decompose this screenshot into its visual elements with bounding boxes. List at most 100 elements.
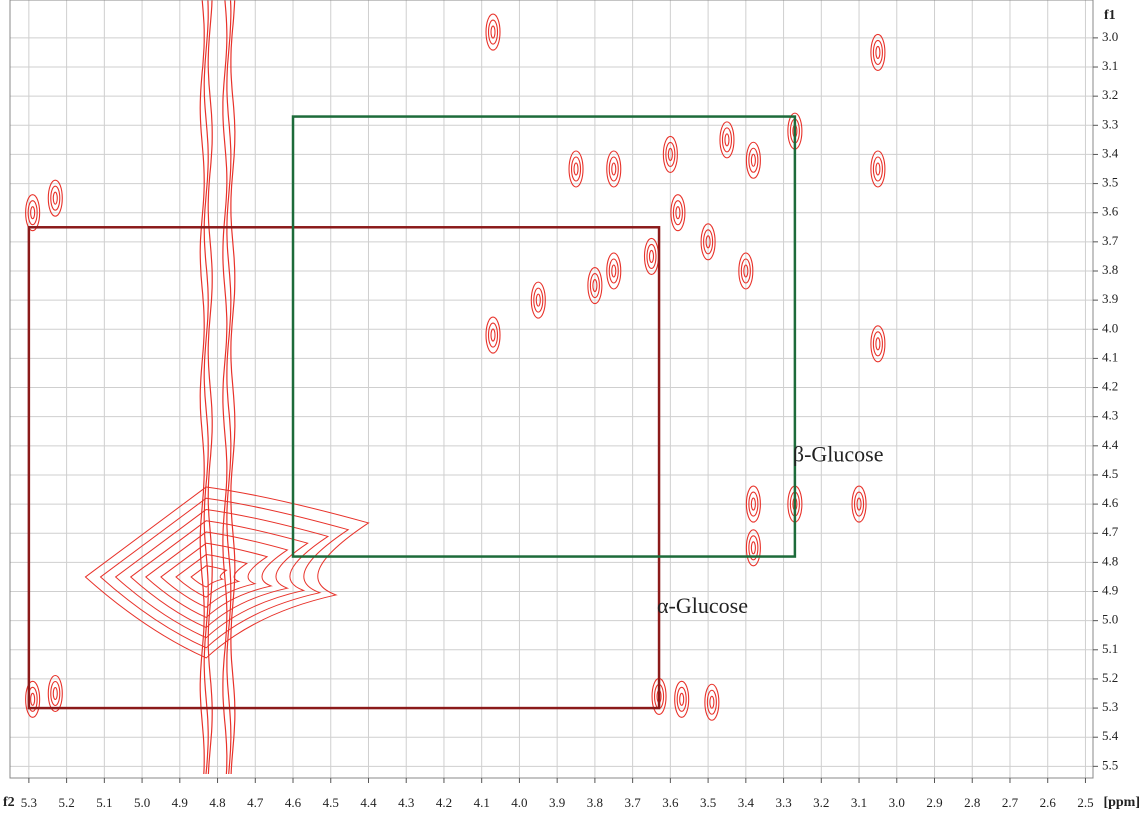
- peak-contour: [745, 141, 761, 179]
- x-tick-label: 3.7: [625, 795, 642, 810]
- x-tick-label: 4.0: [511, 795, 527, 810]
- x-tick-label: 3.6: [662, 795, 679, 810]
- peak-contour: [606, 150, 622, 188]
- region-box: [291, 115, 797, 558]
- peak-contour: [592, 279, 598, 293]
- peak-contour: [743, 264, 749, 278]
- peak-contour: [587, 267, 603, 305]
- y-tick-label: 5.5: [1102, 757, 1118, 772]
- peak-contour: [485, 13, 501, 51]
- peak-contour: [487, 322, 499, 348]
- x-tick-label: 4.3: [398, 795, 414, 810]
- x-tick-label: 3.1: [851, 795, 867, 810]
- x-tick-label: 4.2: [436, 795, 452, 810]
- y-tick-label: 3.8: [1102, 262, 1118, 277]
- peak-contour: [608, 258, 619, 284]
- x-tick-label: 3.3: [775, 795, 791, 810]
- peak-contour: [745, 529, 761, 567]
- x-tick-label: 3.9: [549, 795, 565, 810]
- y-tick-label: 5.4: [1102, 728, 1119, 743]
- region-label: α-Glucose: [657, 593, 748, 618]
- x-tick-label: 4.4: [360, 795, 377, 810]
- x-tick-label: 5.2: [58, 795, 74, 810]
- peak-contour: [872, 156, 883, 182]
- peak-contour: [47, 674, 63, 713]
- peak-contour: [719, 121, 735, 159]
- peak-contour: [573, 162, 579, 176]
- solvent-streak: [203, 0, 209, 775]
- peak-contour: [530, 281, 546, 319]
- x-tick-label: 2.5: [1077, 795, 1093, 810]
- peak-contour: [568, 150, 584, 188]
- peak-contour: [487, 19, 499, 45]
- peak-contour: [25, 194, 41, 232]
- y-tick-label: 4.8: [1102, 553, 1118, 568]
- peak-contour: [611, 264, 617, 278]
- region-label: β-Glucose: [793, 442, 884, 467]
- peak-contour: [872, 39, 883, 65]
- peak-contour: [676, 686, 687, 712]
- solvent-streak: [226, 0, 232, 775]
- peak-contour: [745, 485, 761, 523]
- ridge-contour: [145, 531, 289, 619]
- peak-contour: [608, 156, 619, 182]
- x-tick-label: 2.6: [1040, 795, 1057, 810]
- x-tick-label: 4.7: [247, 795, 264, 810]
- x-tick-label: 3.8: [587, 795, 603, 810]
- peak-contour: [704, 683, 720, 721]
- peak-contour: [535, 293, 541, 307]
- peak-contour: [748, 147, 759, 173]
- y-tick-label: 4.5: [1102, 466, 1118, 481]
- y-tick-label: 3.9: [1102, 291, 1118, 306]
- peak-contour: [648, 249, 655, 263]
- ridge-contour: [129, 520, 309, 629]
- peak-contour: [485, 316, 501, 354]
- y-tick-label: 4.2: [1102, 379, 1118, 394]
- plot-frame: [9, 0, 1094, 779]
- y-tick-label: 3.0: [1102, 29, 1118, 44]
- peak-contour: [50, 680, 61, 707]
- peak-contour: [675, 206, 681, 220]
- peak-contour: [870, 150, 886, 188]
- solvent-streak: [222, 0, 228, 775]
- peak-contour: [750, 497, 756, 511]
- solvent-streak: [207, 0, 213, 775]
- x-tick-label: 4.1: [474, 795, 490, 810]
- x-tick-label: 3.4: [738, 795, 755, 810]
- x-tick-label: 4.6: [285, 795, 302, 810]
- peak-contour: [27, 200, 38, 226]
- peak-contour: [875, 162, 881, 176]
- y-tick-label: 5.2: [1102, 670, 1118, 685]
- peak-contour: [750, 153, 756, 167]
- peak-contour: [674, 680, 690, 718]
- peak-contour: [30, 206, 36, 220]
- region-box: [27, 226, 661, 710]
- y-tick-label: 4.6: [1102, 495, 1119, 510]
- solvent-streak: [230, 0, 236, 775]
- peak-contour: [700, 223, 716, 261]
- peak-contour: [490, 25, 496, 39]
- peak-contour: [872, 331, 883, 357]
- x-tick-label: 3.5: [700, 795, 716, 810]
- y-tick-label: 5.0: [1102, 612, 1118, 627]
- y-tick-label: 4.1: [1102, 349, 1118, 364]
- peak-contour: [870, 325, 886, 363]
- x-tick-label: 5.1: [96, 795, 112, 810]
- y-tick-label: 3.2: [1102, 87, 1118, 102]
- peak-contour: [679, 692, 685, 706]
- peak-contour: [748, 535, 759, 561]
- x-tick-label: 5.3: [21, 795, 37, 810]
- peak-contour: [47, 179, 63, 217]
- x-axis-label: f2: [3, 795, 15, 810]
- x-unit-label: [ppm]: [1103, 795, 1140, 810]
- x-tick-label: 2.9: [926, 795, 942, 810]
- y-tick-label: 3.7: [1102, 233, 1119, 248]
- ridge-contour: [175, 553, 248, 598]
- peak-contour: [533, 287, 544, 313]
- peak-contour: [25, 680, 41, 718]
- y-tick-label: 5.3: [1102, 699, 1118, 714]
- peak-contour: [740, 258, 751, 284]
- y-axis-label: f1: [1104, 8, 1116, 23]
- peak-contour: [875, 45, 881, 59]
- peak-contour: [490, 328, 496, 342]
